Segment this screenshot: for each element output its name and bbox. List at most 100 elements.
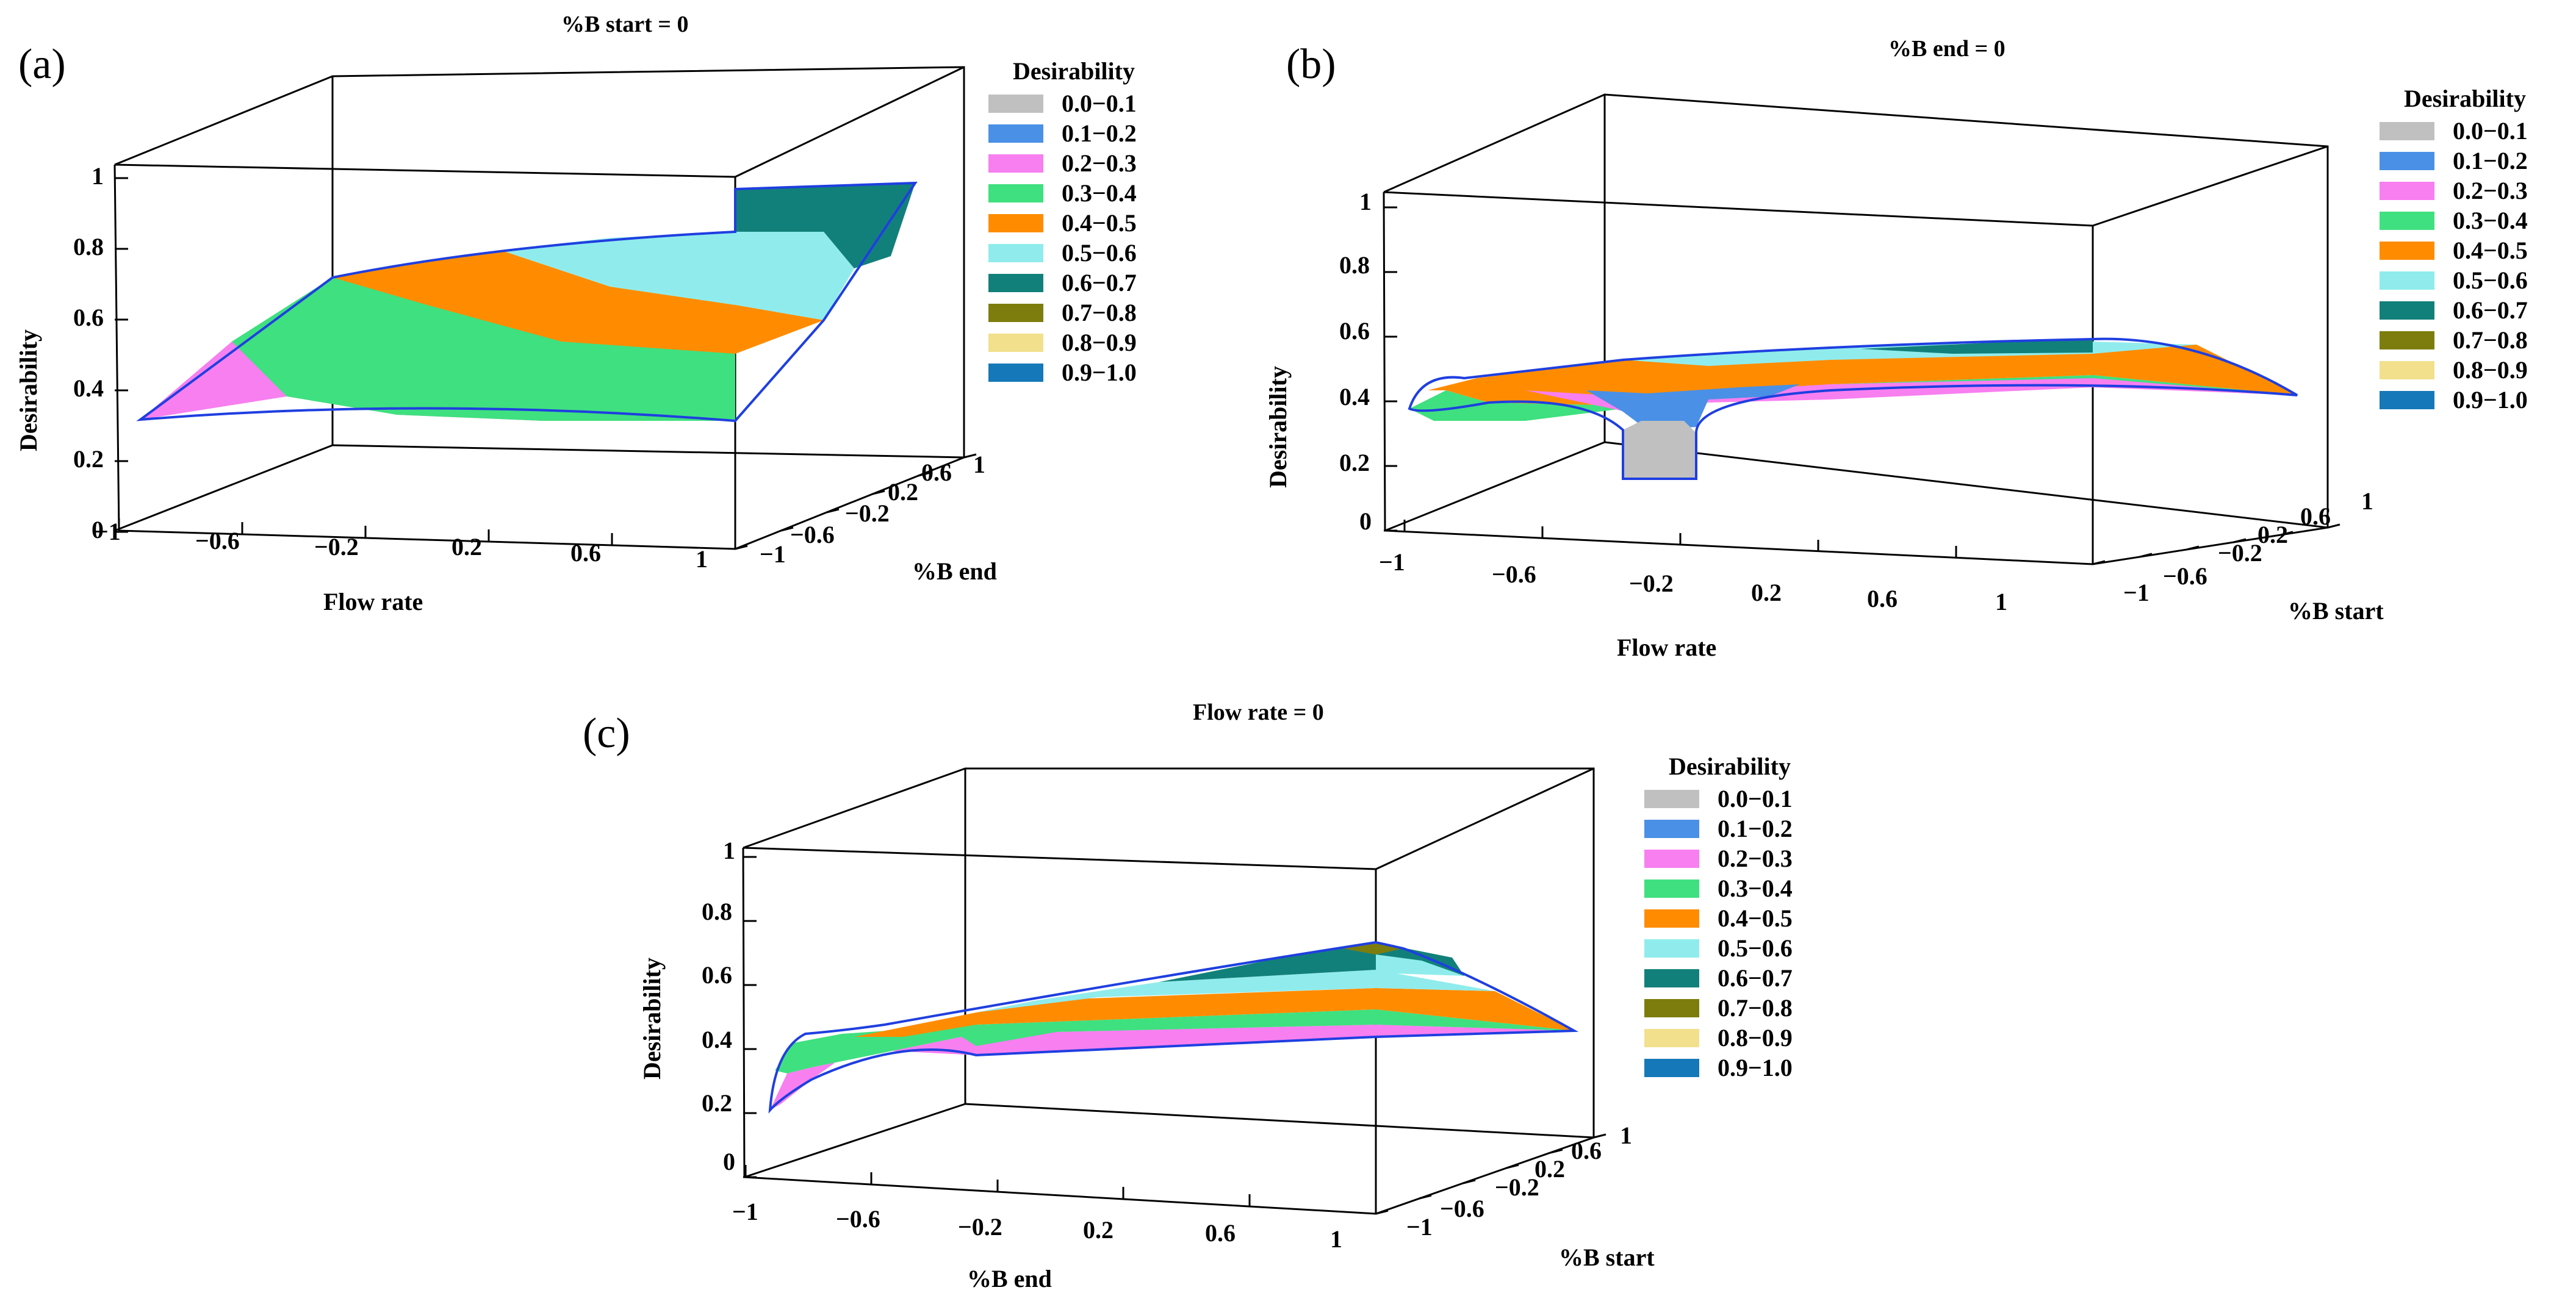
panel-b-y-label: %B start (2288, 597, 2384, 625)
legend-swatch (988, 124, 1043, 143)
z-tick: 0.8 (73, 233, 104, 260)
legend-entry: 0.0−0.1 (1062, 90, 1137, 117)
surface-band-0.6-0.7 (735, 183, 915, 268)
z-tick: 1 (723, 837, 735, 864)
panel-a-y-label: %B end (912, 557, 997, 585)
z-tick: 0.8 (1339, 251, 1370, 279)
y-tick: 1 (1620, 1122, 1632, 1149)
legend-swatch (1644, 879, 1699, 898)
legend-entry: 0.5−0.6 (1718, 934, 1793, 962)
legend-entry: 0.9−1.0 (1718, 1054, 1793, 1081)
legend-swatch (1644, 939, 1699, 958)
surface-band-0.1-0.2 (1586, 384, 1800, 430)
y-tick: 1 (973, 451, 985, 478)
legend-entry: 0.3−0.4 (1718, 875, 1793, 902)
panel-b-surface (1408, 337, 2298, 480)
panel-c-z-label: Desirability (638, 958, 666, 1080)
y-tick: −1 (2123, 579, 2150, 606)
y-tick: 0.6 (921, 459, 952, 486)
legend-swatch (988, 214, 1043, 232)
legend-entry: 0.2−0.3 (2453, 177, 2528, 204)
surface-outline (136, 181, 918, 423)
panel-a-legend: Desirability 0.0−0.1 0.1−0.20.2−0.30.3−0.4… (988, 57, 1137, 386)
panel-c-x-label: %B end (967, 1265, 1052, 1292)
legend-entry: 0.3−0.4 (1062, 179, 1137, 207)
legend-entry: 0.5−0.6 (1062, 239, 1137, 267)
surface-band-0.5-0.6-upper (1376, 955, 1464, 976)
y-tick: −0.6 (790, 521, 835, 548)
z-tick: 0.2 (702, 1089, 732, 1117)
x-tick: −0.6 (1492, 561, 1536, 588)
y-tick: 1 (2361, 487, 2373, 515)
x-tick: −0.2 (958, 1213, 1002, 1241)
surface-outline (768, 940, 1579, 1114)
panel-a-y-ticks: −1 −0.6 −0.2 0.2 0.6 1 (735, 451, 985, 568)
legend-swatch (988, 334, 1043, 352)
legend-swatch (1644, 850, 1699, 868)
z-tick: 0.6 (1339, 317, 1370, 345)
panel-b-bounding-box (1383, 93, 2329, 565)
y-tick: −0.2 (1495, 1173, 1539, 1201)
panel-a-title: %B start = 0 (561, 12, 688, 37)
legend-swatch (2380, 331, 2434, 349)
legend-swatch (1644, 820, 1699, 838)
x-tick: 1 (696, 545, 708, 573)
legend-swatch (988, 304, 1043, 322)
x-tick: 0.2 (1083, 1216, 1114, 1244)
legend-entry: 0.7−0.8 (1062, 299, 1137, 326)
legend-entry: 0.2−0.3 (1062, 149, 1137, 177)
surface-band-0.5-0.6-right (735, 232, 854, 320)
z-tick: 1 (1359, 188, 1372, 215)
y-tick: −1 (760, 540, 786, 568)
legend-title: Desirability (2404, 85, 2526, 112)
panel-c-x-ticks: −1 −0.6 −0.2 0.2 0.6 1 (732, 1165, 1377, 1253)
x-tick: 1 (1995, 588, 2007, 615)
surface-band-0.3-0.4-fill (232, 278, 735, 412)
legend-entry: 0.8−0.9 (2453, 356, 2528, 384)
panel-a-x-label: Flow rate (323, 588, 423, 615)
surface-band-0.6-0.7 (1159, 942, 1464, 982)
panel-label-c: (c) (583, 710, 630, 757)
z-tick: 0.4 (702, 1026, 732, 1053)
x-tick: 0.6 (570, 539, 601, 567)
z-tick: 0.6 (702, 961, 732, 989)
panel-label-b: (b) (1286, 41, 1336, 88)
panel-a-z-ticks: 0 0.2 0.4 0.6 0.8 1 (73, 162, 128, 543)
panel-b-z-label: Desirability (1264, 366, 1292, 488)
z-tick: 0.4 (1339, 383, 1370, 410)
surface-band-0.6-0.7 (1861, 339, 2093, 354)
surface-band-0.5-0.6 (976, 970, 1495, 1012)
x-tick: −0.6 (195, 527, 240, 554)
legend-entry: 0.8−0.9 (1718, 1024, 1793, 1051)
legend-entry: 0.7−0.8 (1718, 994, 1793, 1022)
panel-label-a: (a) (18, 41, 66, 88)
panel-c-title: Flow rate = 0 (1193, 700, 1324, 725)
x-tick: 0.6 (1867, 585, 1898, 612)
legend-entry: 0.8−0.9 (1062, 329, 1137, 356)
legend-swatch (1644, 999, 1699, 1017)
panel-a-z-label: Desirability (15, 329, 42, 451)
surface-band-0.2-0.3 (770, 1025, 1574, 1110)
y-tick: 0.2 (888, 478, 918, 506)
legend-swatch (988, 184, 1043, 202)
panel-c-y-ticks: −1 −0.6 −0.2 0.2 0.6 1 (1375, 1122, 1632, 1241)
panel-a-x-ticks: −1 −0.6 −0.2 0.2 0.6 1 (95, 518, 736, 573)
legend-entry: 0.6−0.7 (1718, 964, 1793, 992)
x-tick: −0.6 (836, 1205, 880, 1233)
legend-swatch (1644, 1059, 1699, 1077)
y-tick: −0.2 (2218, 539, 2262, 567)
surface-band-0.3-0.4 (775, 1009, 1574, 1073)
panel-b-y-ticks: −1 −0.6 −0.2 0.2 0.6 1 (2092, 487, 2373, 606)
x-tick: −0.2 (1629, 570, 1674, 597)
panel-b-x-label: Flow rate (1617, 634, 1716, 661)
legend-swatch (2380, 182, 2434, 200)
legend-swatch (2380, 391, 2434, 409)
legend-swatch (1644, 1029, 1699, 1047)
z-tick: 0 (723, 1148, 735, 1175)
legend-swatch (1644, 790, 1699, 808)
legend-entry: 0.9−1.0 (1062, 359, 1137, 386)
z-tick: 1 (92, 162, 104, 190)
legend-entry: 0.6−0.7 (1062, 269, 1137, 296)
z-tick: 0.4 (73, 374, 104, 402)
